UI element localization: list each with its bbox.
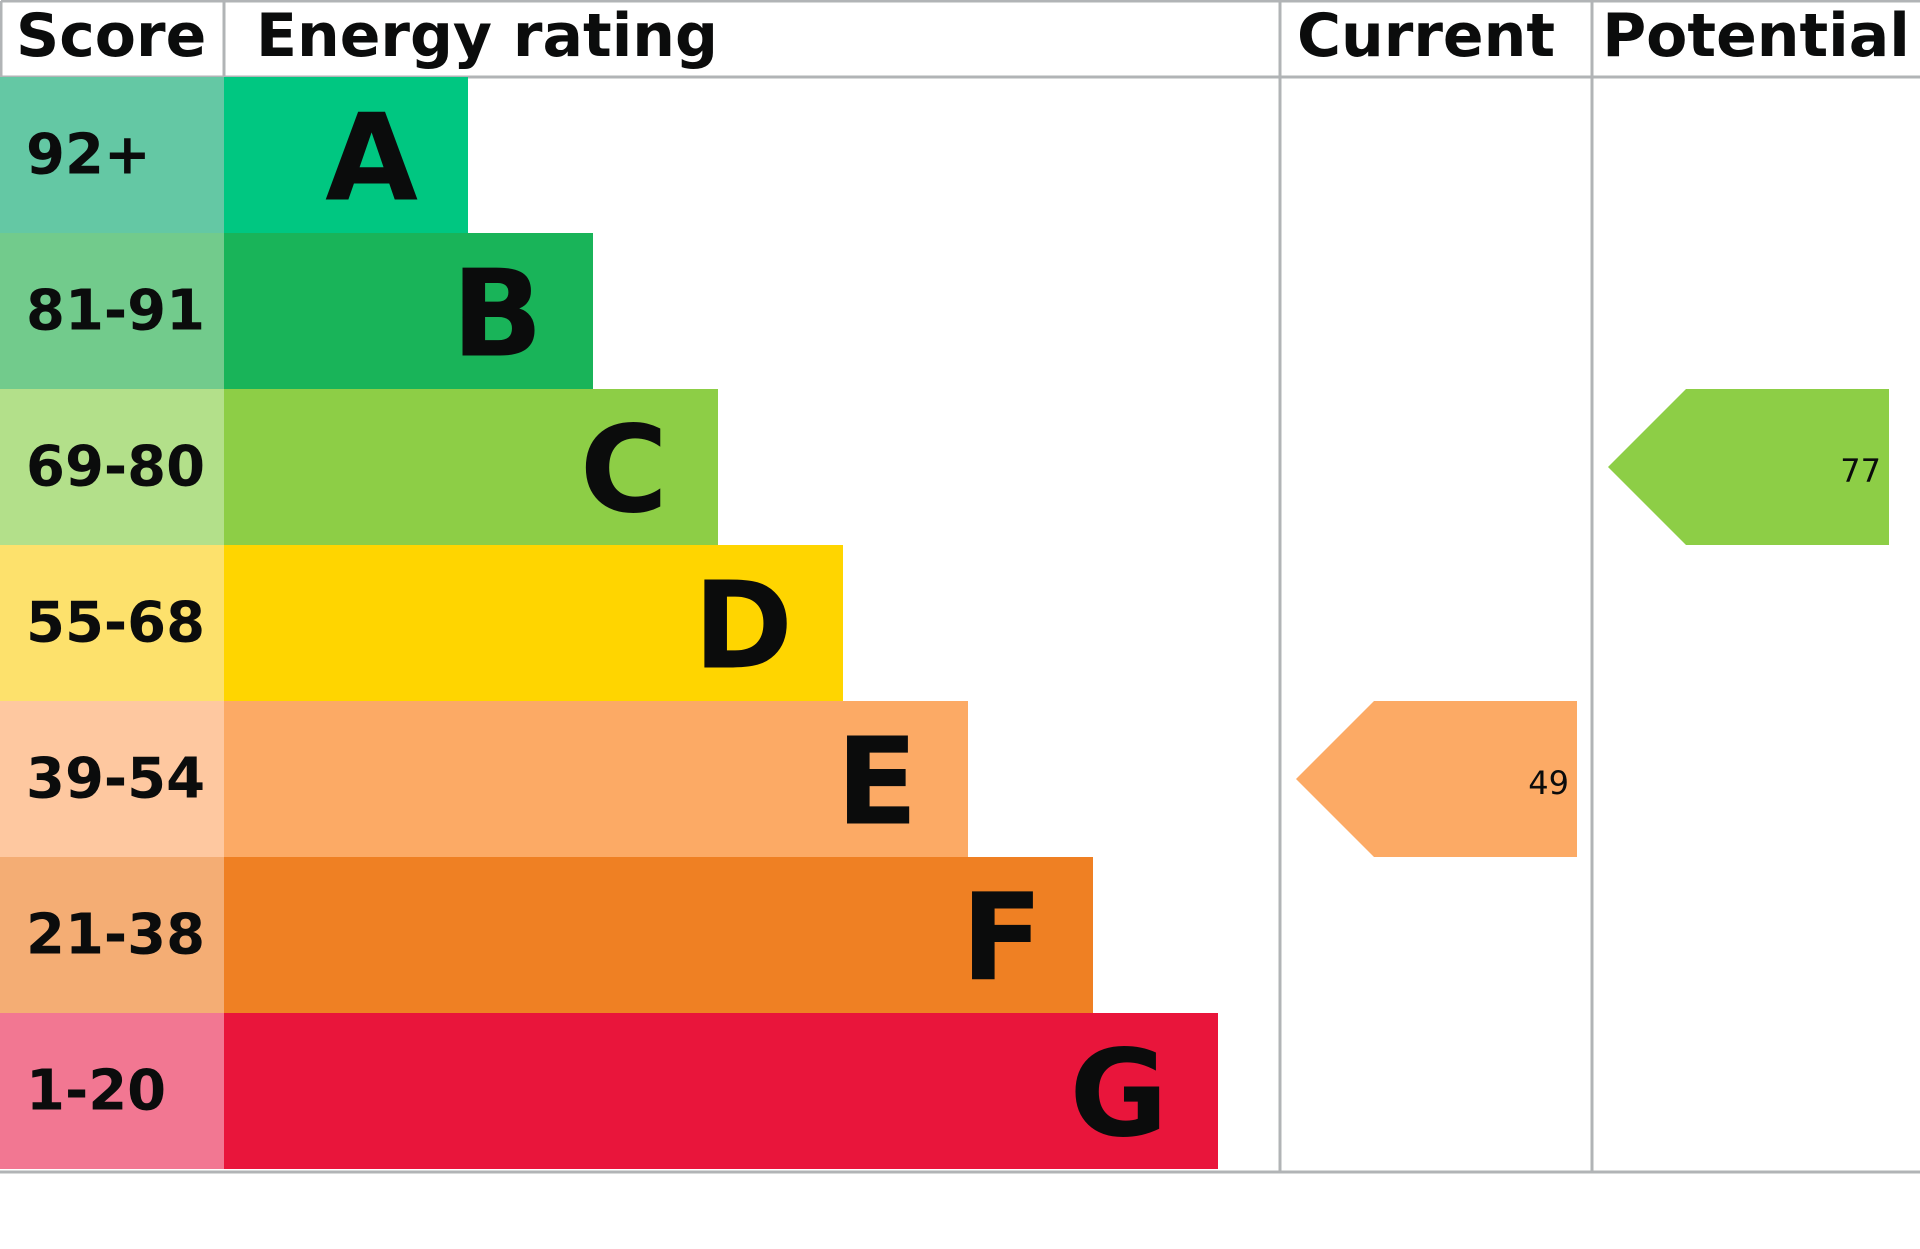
- rating-letter: D: [693, 558, 793, 697]
- score-range: 69-80: [26, 435, 205, 500]
- score-cell: [0, 545, 224, 701]
- rating-bar: [224, 1013, 1218, 1169]
- header-score: Score: [16, 1, 206, 71]
- header-rating: Energy rating: [256, 1, 718, 71]
- rating-bar: [224, 389, 718, 545]
- score-cell: [0, 1013, 224, 1169]
- score-cell: [0, 701, 224, 857]
- score-range: 21-38: [26, 903, 205, 968]
- score-cell: [0, 233, 224, 389]
- rating-letter: F: [961, 870, 1043, 1009]
- rating-letter: B: [452, 246, 543, 385]
- score-range: 92+: [26, 123, 151, 188]
- current-value: 49: [1528, 764, 1569, 802]
- score-range: 1-20: [26, 1059, 166, 1124]
- rating-bar: [224, 701, 968, 857]
- rating-bar: [224, 857, 1093, 1013]
- score-range: 81-91: [26, 279, 205, 344]
- rating-letter: C: [580, 402, 668, 541]
- rating-letter: A: [325, 90, 418, 229]
- rating-bar: [224, 77, 468, 233]
- potential-value: 77: [1840, 452, 1881, 490]
- potential-arrow: [1608, 389, 1889, 545]
- score-cell: [0, 77, 224, 233]
- score-range: 55-68: [26, 591, 205, 656]
- score-cell: [0, 389, 224, 545]
- score-range: 39-54: [26, 747, 205, 812]
- rating-letter: E: [836, 714, 918, 853]
- header-potential: Potential: [1602, 1, 1910, 71]
- rating-letter: G: [1070, 1026, 1169, 1165]
- header-current: Current: [1297, 1, 1555, 71]
- rating-bar: [224, 545, 843, 701]
- current-arrow: [1296, 701, 1577, 857]
- rating-bar: [224, 233, 593, 389]
- score-cell: [0, 857, 224, 1013]
